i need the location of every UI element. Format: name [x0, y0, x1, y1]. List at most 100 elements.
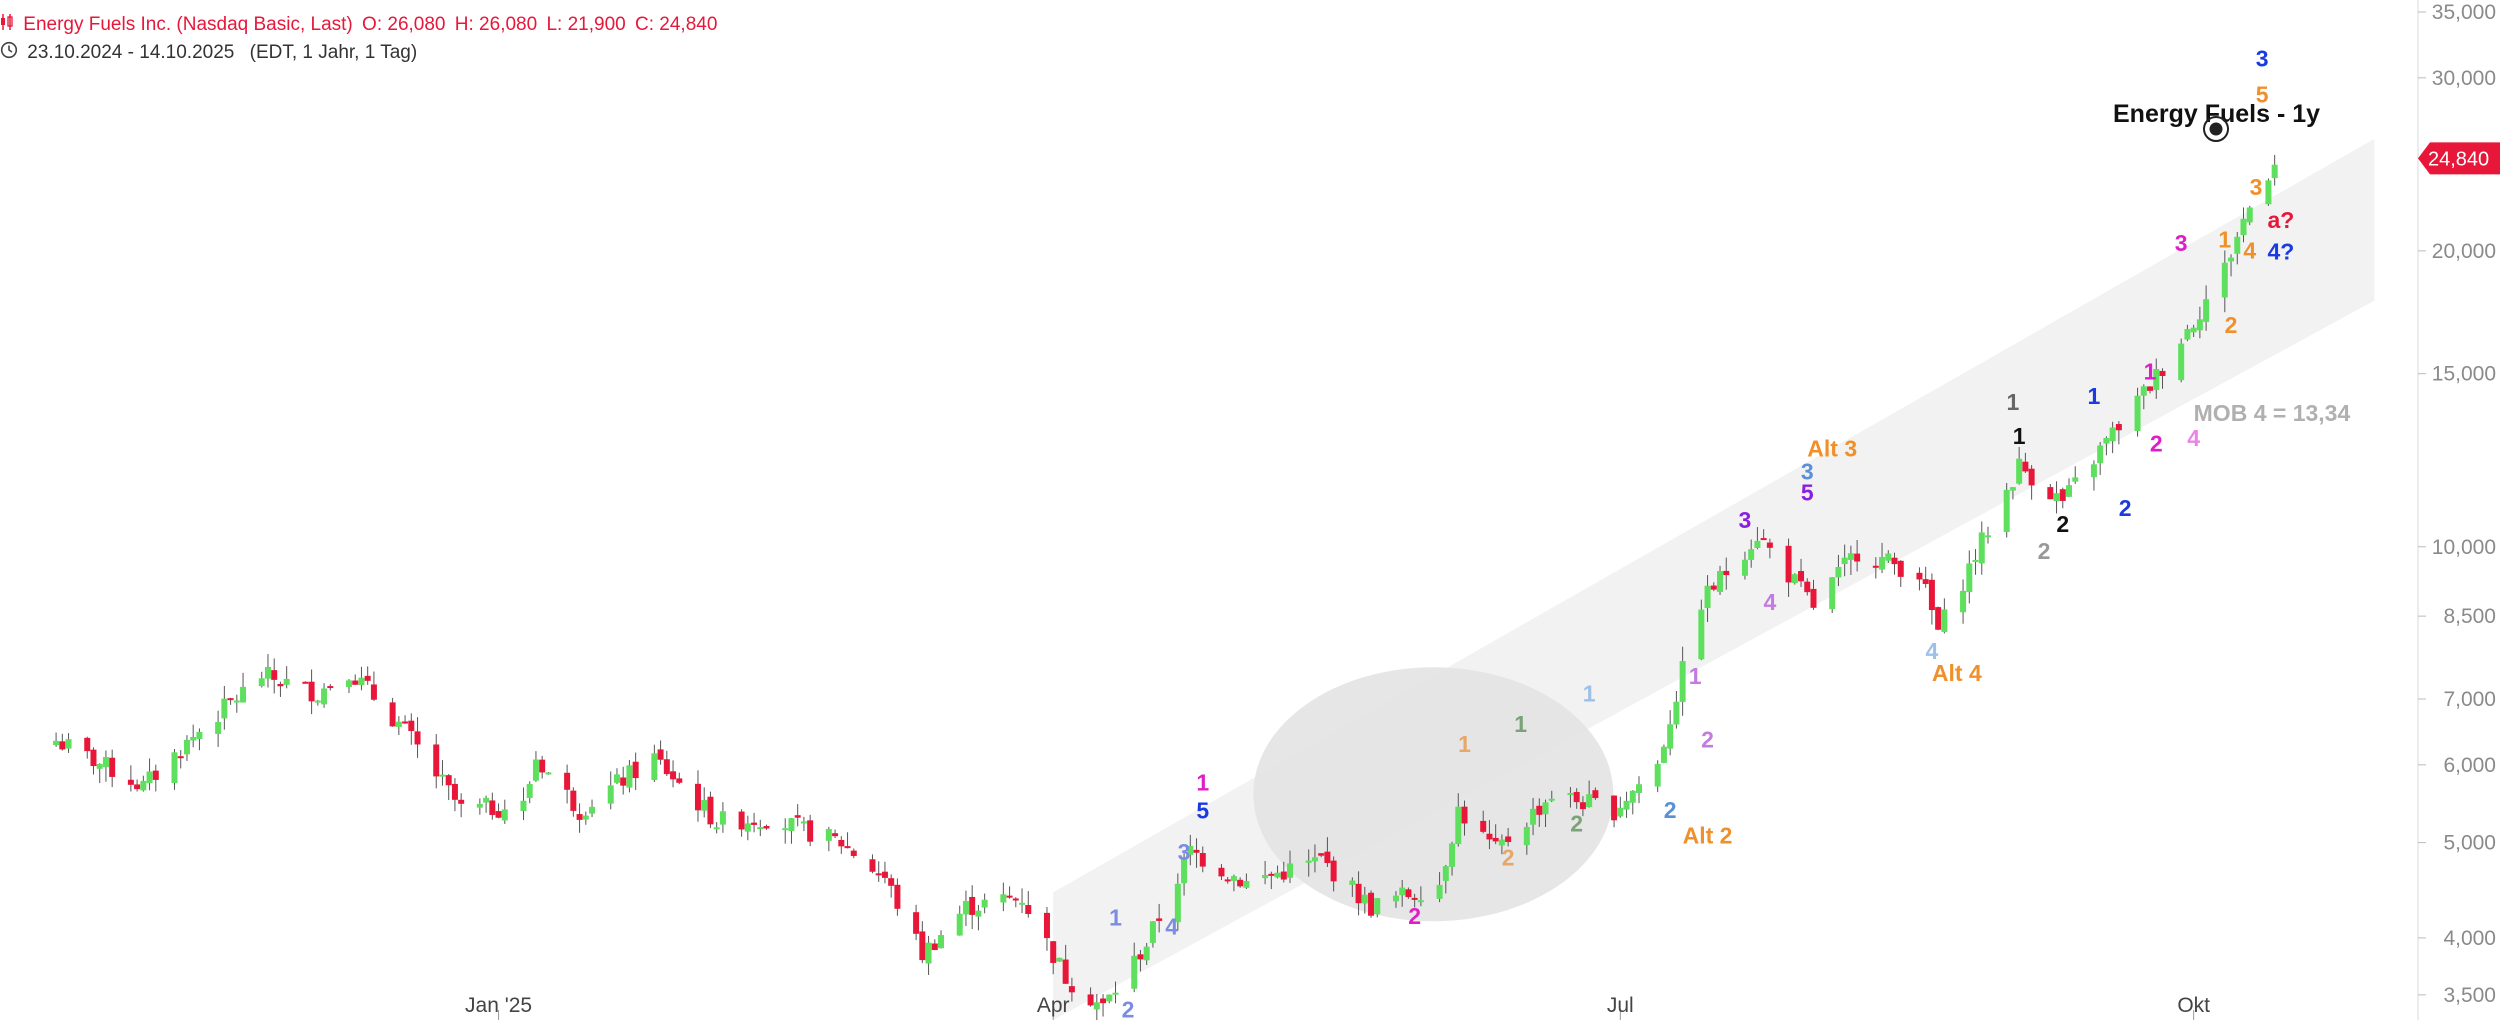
candle	[2115, 421, 2122, 445]
candle	[1542, 799, 1549, 827]
candle	[1181, 853, 1188, 896]
candle	[844, 832, 851, 849]
candle	[2147, 386, 2154, 394]
candle	[2228, 254, 2235, 277]
ohlc-high: H: 26,080	[454, 14, 538, 36]
candle	[1199, 846, 1206, 873]
y-tick-label: 20,000	[2432, 240, 2496, 263]
wave-label: Alt 2	[1683, 822, 1733, 848]
candle	[1449, 841, 1456, 876]
candle	[651, 744, 658, 782]
candle	[1480, 810, 1487, 834]
candle	[738, 809, 745, 837]
candle	[1704, 575, 1711, 622]
wave-label: MOB 4 = 13,34	[2194, 400, 2351, 426]
candle	[1287, 850, 1294, 884]
date-range: 23.10.2024 - 14.10.2025	[27, 42, 235, 64]
candle	[1586, 780, 1593, 808]
candle	[1243, 873, 1250, 889]
candle	[1667, 710, 1674, 756]
candle	[694, 770, 701, 822]
candle	[626, 760, 633, 793]
candle	[881, 861, 888, 884]
candle	[1741, 551, 1748, 580]
candle	[483, 795, 490, 813]
candle	[489, 792, 496, 820]
candle	[59, 733, 66, 751]
wave-label: 1	[2007, 389, 2020, 415]
candle	[1137, 949, 1144, 972]
candle	[1548, 790, 1555, 803]
candle	[364, 666, 371, 685]
wave-label: 5	[1801, 479, 1814, 505]
candle	[302, 681, 309, 684]
candle	[1056, 957, 1063, 962]
candle	[1829, 576, 1836, 613]
candle	[1972, 549, 1979, 575]
candle	[2009, 486, 2016, 500]
candle	[84, 736, 91, 759]
wave-label: 4	[1763, 589, 1776, 615]
candle	[2240, 207, 2247, 243]
candle	[2196, 306, 2203, 339]
candle	[2028, 465, 2035, 500]
candle	[832, 829, 839, 838]
chart-background-layer	[1053, 138, 2375, 1020]
candle	[352, 674, 359, 685]
candle	[1374, 898, 1381, 918]
candle	[539, 755, 546, 779]
last-price-tag: 24,840	[2418, 142, 2500, 175]
candle	[1766, 538, 1773, 559]
wave-label: 2	[1664, 797, 1677, 823]
candle	[1305, 849, 1312, 877]
candle	[663, 750, 670, 776]
wave-label: 3	[1801, 459, 1814, 485]
candle	[1000, 882, 1007, 912]
y-tick-label: 7,000	[2443, 688, 2496, 711]
candle	[1461, 800, 1468, 836]
wave-label: a?	[2267, 207, 2294, 233]
candle	[451, 778, 458, 812]
wave-label: 1	[2013, 423, 2026, 449]
candle	[1804, 578, 1811, 596]
wave-label: 1	[2218, 227, 2231, 253]
candle	[1417, 886, 1424, 907]
chart-title-target-icon	[2203, 116, 2229, 142]
candle	[2103, 436, 2110, 456]
candle	[109, 749, 116, 788]
candle	[196, 728, 203, 751]
candle	[613, 768, 620, 785]
candle	[582, 811, 589, 825]
candle	[1318, 853, 1325, 858]
candle	[1960, 579, 1967, 624]
candle	[1486, 820, 1493, 850]
instrument-title: Energy Fuels Inc. (Nasdaq Basic, Last)	[23, 14, 353, 36]
candle	[800, 816, 807, 832]
wave-label: 1	[2088, 383, 2101, 409]
candle	[925, 935, 932, 975]
candle	[458, 793, 465, 818]
candle	[271, 658, 278, 694]
candle	[183, 735, 190, 761]
candle	[2047, 484, 2054, 500]
candle	[1442, 864, 1449, 894]
wave-label: 2	[2056, 511, 2069, 537]
candle	[345, 679, 352, 693]
candle	[1505, 828, 1512, 847]
candle	[2153, 358, 2160, 399]
candle	[1611, 795, 1618, 828]
candle	[2265, 178, 2272, 206]
candle	[2159, 368, 2166, 389]
trend-channel	[1053, 138, 2375, 1020]
range-header: 23.10.2024 - 14.10.2025 (EDT, 1 Jahr, 1 …	[0, 41, 421, 65]
y-tick-label: 15,000	[2432, 363, 2496, 386]
candle	[445, 774, 452, 801]
candle	[1230, 874, 1237, 892]
candle	[632, 752, 639, 791]
candle	[1399, 879, 1406, 907]
candle	[1623, 791, 1630, 818]
candle	[1324, 837, 1331, 867]
candle	[1530, 797, 1537, 836]
